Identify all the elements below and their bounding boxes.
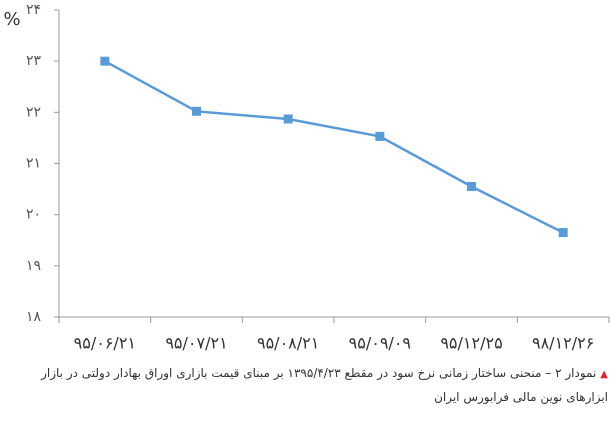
data-point [467, 182, 476, 192]
data-point [192, 106, 201, 116]
data-point [375, 131, 385, 141]
y-tick-label: ۱۸ [26, 309, 42, 325]
y-tick-label: ۱۹ [26, 258, 41, 274]
data-point [100, 56, 110, 66]
caption-marker: ▲ [600, 369, 608, 380]
x-tick-label: ۹۵/۰۸/۲۱ [257, 334, 319, 353]
x-tick-label: ۹۸/۱۲/۲۶ [532, 334, 594, 353]
caption-text: نمودار ۲ – منحنی ساختار زمانی نرخ سود در… [41, 366, 608, 404]
y-tick-label: ۲۰ [26, 207, 41, 223]
data-point [283, 114, 293, 124]
y-tick-label: ۲۲ [26, 104, 41, 120]
x-tick-label: ۹۵/۰۶/۲۱ [74, 334, 136, 353]
x-tick-label: ۹۵/۰۷/۲۱ [165, 334, 227, 353]
y-axis-label: % [3, 9, 20, 30]
y-tick-label: ۲۴ [26, 2, 41, 18]
y-tick-label: ۲۳ [26, 53, 42, 69]
data-point [558, 228, 568, 238]
x-tick-label: ۹۵/۱۲/۲۵ [440, 334, 502, 353]
chart: % ۱۸ ۱۹ ۲۰ ۲۱ ۲۲ ۲۳ ۲۴ ۹۵/۰۶/۲۱ ۹۵/۰۷/۲۱ ۹۵/۰۸/۲۱… [3, 2, 610, 353]
caption: ▲نمودار ۲ – منحنی ساختار زمانی نرخ سود د… [20, 362, 608, 408]
y-tick-label: ۲۱ [26, 156, 41, 172]
data-line [104, 60, 564, 234]
x-tick-label: ۹۵/۰۹/۰۹ [349, 334, 411, 353]
